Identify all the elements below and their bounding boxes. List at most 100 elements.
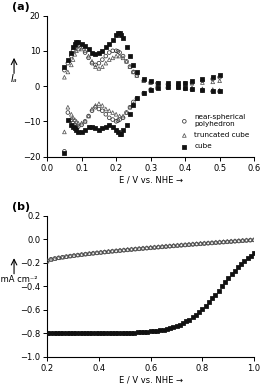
Point [152,328,156,334]
truncated cube [69,111,73,118]
Point [83,251,88,257]
cube [166,84,170,90]
Point [77,330,81,336]
truncated cube [97,65,101,71]
Point [237,237,241,244]
Point [155,327,159,334]
Point [149,328,153,334]
near-spherical
polyhedron [117,116,122,123]
cube [114,32,118,38]
near-spherical
polyhedron [166,81,170,87]
Point [165,326,169,332]
truncated cube [83,118,87,125]
near-spherical
polyhedron [62,67,67,73]
cube [90,49,94,55]
Point [210,239,214,246]
cube [121,35,125,42]
cube [176,84,180,90]
cube [116,129,120,135]
Point [110,248,114,254]
near-spherical
polyhedron [149,80,153,86]
truncated cube [90,58,94,64]
truncated cube [86,53,91,59]
cube [76,39,80,45]
truncated cube [124,109,129,116]
Point [233,238,237,244]
truncated cube [62,129,67,135]
Point [141,246,145,252]
near-spherical
polyhedron [83,118,87,125]
cube [69,122,73,128]
truncated cube [211,87,215,93]
Point [241,237,245,243]
truncated cube [149,80,153,86]
X-axis label: E / V vs. NHE →: E / V vs. NHE → [119,376,183,385]
Point [48,330,52,336]
Point [61,254,65,260]
truncated cube [200,80,204,86]
cube [71,123,75,130]
Point [126,330,130,336]
near-spherical
polyhedron [121,115,125,121]
near-spherical
polyhedron [176,81,180,87]
cube [131,102,135,109]
cube [74,39,79,45]
near-spherical
polyhedron [176,85,180,91]
cube [100,125,105,132]
Point [213,291,217,298]
truncated cube [86,113,91,119]
truncated cube [176,82,180,88]
near-spherical
polyhedron [90,107,94,114]
near-spherical
polyhedron [80,122,84,128]
Point [110,330,114,336]
Point [116,330,121,336]
truncated cube [190,80,194,87]
truncated cube [93,102,97,109]
cube [149,78,153,84]
near-spherical
polyhedron [128,64,132,70]
Point [160,244,164,250]
Point [141,245,145,251]
cube [149,87,153,93]
truncated cube [166,84,170,90]
truncated cube [166,82,170,88]
cube [83,42,87,48]
Point [195,241,199,247]
Point [129,330,133,336]
near-spherical
polyhedron [107,49,111,55]
cube [111,37,115,43]
truncated cube [111,55,115,61]
Point [100,330,104,336]
Point [172,242,176,248]
near-spherical
polyhedron [100,107,105,114]
cube [116,30,120,36]
truncated cube [217,87,222,94]
truncated cube [100,102,105,109]
truncated cube [107,107,111,114]
truncated cube [74,48,79,54]
truncated cube [121,55,125,61]
truncated cube [217,78,222,84]
Point [53,255,57,262]
Point [133,246,137,252]
cube [86,123,91,130]
near-spherical
polyhedron [111,48,115,54]
Point [114,248,118,254]
Point [129,246,134,252]
Point [248,237,252,243]
Point [58,330,62,336]
cube [128,53,132,59]
cube [83,127,87,133]
Point [106,249,111,255]
cube [97,127,101,133]
cube [93,125,97,132]
Point [122,247,126,253]
Point [161,326,166,333]
truncated cube [131,100,135,107]
Point [248,237,252,243]
cube [86,46,91,52]
cube [73,41,77,47]
Point [181,320,185,326]
near-spherical
polyhedron [114,48,118,54]
Text: Iₐ: Iₐ [11,74,17,84]
